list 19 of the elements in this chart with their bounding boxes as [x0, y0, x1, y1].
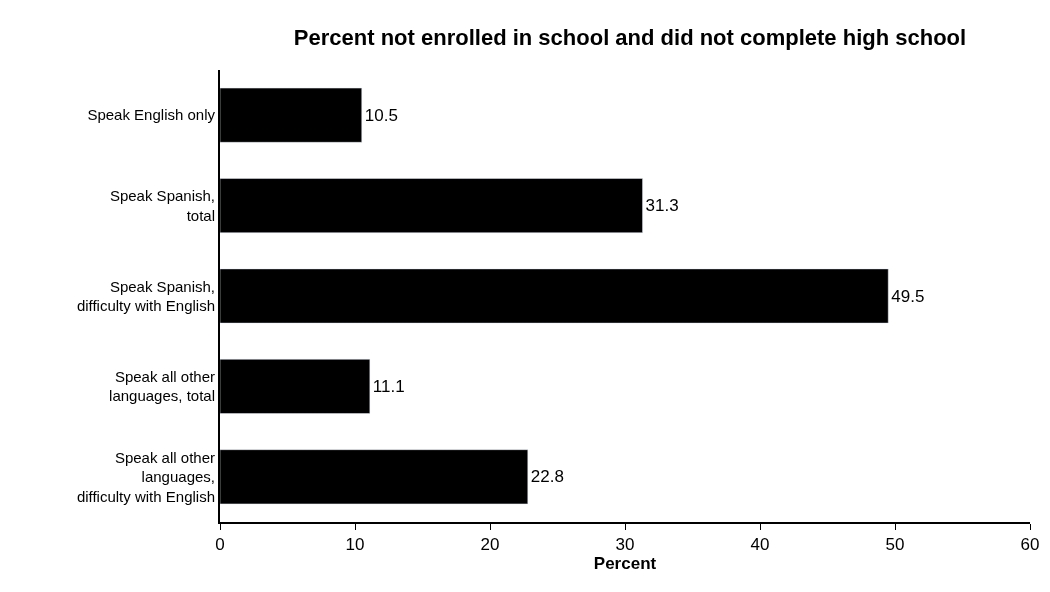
- x-tick-label: 60: [1020, 535, 1040, 555]
- y-tick-label: Speak Spanish, difficulty with English: [76, 277, 215, 314]
- data-label: 10.5: [364, 105, 398, 125]
- y-tick-label: Speak English only: [87, 106, 216, 124]
- x-tick-label: 20: [480, 535, 500, 555]
- x-tick-label: 50: [885, 535, 905, 555]
- chart-title: Percent not enrolled in school and did not complete high school: [293, 25, 967, 50]
- x-tick-label: 10: [345, 535, 365, 555]
- data-label: 31.3: [645, 196, 679, 216]
- x-tick-label: 40: [750, 535, 770, 555]
- data-label: 49.5: [891, 286, 925, 306]
- y-tick-label: Speak all other languages, total: [109, 367, 215, 405]
- data-label: 11.1: [372, 376, 405, 396]
- x-tick-label: 30: [615, 535, 635, 555]
- x-axis-title: Percent: [593, 554, 657, 574]
- y-tick-label: Speak all other languages, difficulty with English: [76, 448, 215, 505]
- data-label: 22.8: [530, 467, 564, 487]
- x-tick-label: 0: [215, 535, 225, 555]
- y-tick-label: Speak Spanish, total: [109, 187, 215, 224]
